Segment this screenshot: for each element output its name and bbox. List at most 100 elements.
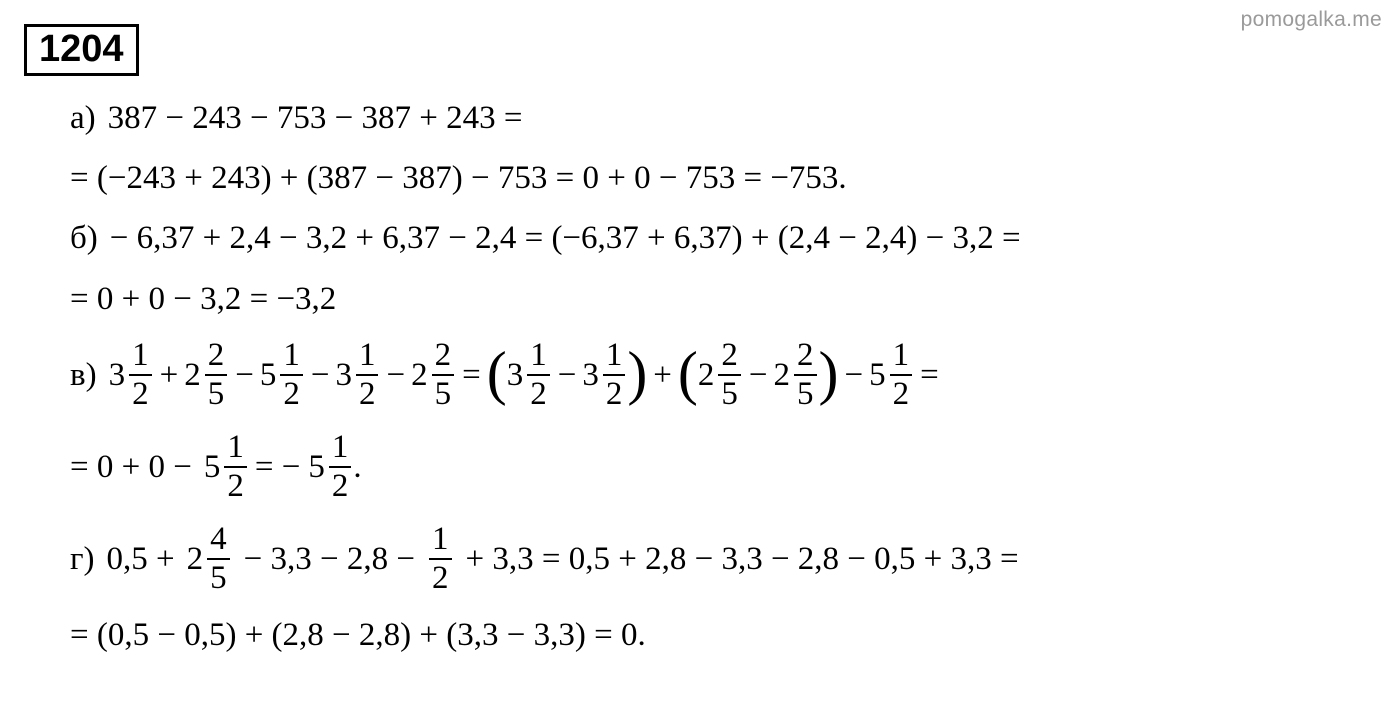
mixed-v1-t3: 5 1 2 bbox=[260, 339, 305, 411]
minus: − bbox=[558, 352, 577, 398]
fraction: 2 5 bbox=[432, 339, 455, 411]
numerator: 1 bbox=[356, 339, 379, 374]
mixed-v1-t4: 3 1 2 bbox=[335, 339, 380, 411]
mixed-v1-g1b: 3 1 2 bbox=[582, 339, 627, 411]
mixed-v1-g2a: 2 2 5 bbox=[698, 339, 743, 411]
line-g-2: = (0,5 − 0,5) + (2,8 − 2,8) + (3,3 − 3,3… bbox=[70, 612, 1380, 658]
fraction-g1-half: 1 2 bbox=[429, 523, 452, 595]
label-g: г) bbox=[70, 536, 95, 582]
numerator: 1 bbox=[280, 339, 303, 374]
mixed-v1-t5: 2 2 5 bbox=[411, 339, 456, 411]
mixed-g1-m1: 2 4 5 bbox=[187, 523, 232, 595]
big-rparen: ) bbox=[819, 349, 839, 397]
mixed-v1-g2b: 2 2 5 bbox=[774, 339, 819, 411]
expr-g1-mid2: + 3,3 = 0,5 + 2,8 − 3,3 − 2,8 − 0,5 + 3,… bbox=[466, 536, 1019, 582]
expr-v2-mid: = − bbox=[255, 444, 300, 490]
equals: = bbox=[462, 352, 481, 398]
fraction: 2 5 bbox=[205, 339, 228, 411]
line-b-1: б) − 6,37 + 2,4 − 3,2 + 6,37 − 2,4 = (−6… bbox=[70, 215, 1380, 261]
mixed-v2-t2: 5 1 2 bbox=[308, 431, 353, 503]
watermark: pomogalka.me bbox=[1241, 8, 1382, 32]
whole: 5 bbox=[308, 444, 325, 490]
denominator: 5 bbox=[432, 374, 455, 411]
denominator: 5 bbox=[794, 374, 817, 411]
expr-a-2: = (−243 + 243) + (387 − 387) − 753 = 0 +… bbox=[70, 155, 847, 201]
denominator: 5 bbox=[718, 374, 741, 411]
minus: − bbox=[749, 352, 768, 398]
label-b: б) bbox=[70, 215, 98, 261]
denominator: 2 bbox=[224, 466, 247, 503]
whole: 3 bbox=[582, 352, 599, 398]
expr-b-2: = 0 + 0 − 3,2 = −3,2 bbox=[70, 276, 336, 322]
big-lparen: ( bbox=[487, 349, 507, 397]
mixed-v1-t1: 3 1 2 bbox=[109, 339, 154, 411]
denominator: 2 bbox=[890, 374, 913, 411]
expr-v2-prefix: = 0 + 0 − bbox=[70, 444, 192, 490]
plus: + bbox=[160, 352, 179, 398]
whole: 2 bbox=[187, 536, 204, 582]
solution-body: а) 387 − 243 − 753 − 387 + 243 = = (−243… bbox=[70, 95, 1380, 672]
numerator: 1 bbox=[224, 431, 247, 466]
whole: 3 bbox=[109, 352, 126, 398]
numerator: 1 bbox=[890, 339, 913, 374]
numerator: 2 bbox=[718, 339, 741, 374]
whole: 5 bbox=[204, 444, 221, 490]
period: . bbox=[353, 444, 361, 490]
numerator: 4 bbox=[207, 523, 230, 558]
line-g-1: г) 0,5 + 2 4 5 − 3,3 − 2,8 − 1 2 + 3,3 =… bbox=[70, 520, 1380, 598]
expr-a-1: 387 − 243 − 753 − 387 + 243 = bbox=[108, 95, 523, 141]
expr-g-2: = (0,5 − 0,5) + (2,8 − 2,8) + (3,3 − 3,3… bbox=[70, 612, 646, 658]
big-lparen: ( bbox=[678, 349, 698, 397]
fraction: 1 2 bbox=[280, 339, 303, 411]
denominator: 2 bbox=[603, 374, 626, 411]
mixed-v1-tail: 5 1 2 bbox=[869, 339, 914, 411]
fraction: 4 5 bbox=[207, 523, 230, 595]
label-v: в) bbox=[70, 352, 97, 398]
problem-number-text: 1204 bbox=[39, 28, 124, 70]
line-a-1: а) 387 − 243 − 753 − 387 + 243 = bbox=[70, 95, 1380, 141]
fraction: 2 5 bbox=[718, 339, 741, 411]
whole: 2 bbox=[184, 352, 201, 398]
whole: 3 bbox=[507, 352, 524, 398]
whole: 5 bbox=[869, 352, 886, 398]
whole: 2 bbox=[698, 352, 715, 398]
numerator: 2 bbox=[794, 339, 817, 374]
numerator: 1 bbox=[603, 339, 626, 374]
expr-b-1: − 6,37 + 2,4 − 3,2 + 6,37 − 2,4 = (−6,37… bbox=[110, 215, 1021, 261]
label-a: а) bbox=[70, 95, 96, 141]
line-b-2: = 0 + 0 − 3,2 = −3,2 bbox=[70, 276, 1380, 322]
fraction: 1 2 bbox=[890, 339, 913, 411]
numerator: 1 bbox=[129, 339, 152, 374]
fraction: 1 2 bbox=[329, 431, 352, 503]
numerator: 1 bbox=[429, 523, 452, 558]
fraction: 1 2 bbox=[129, 339, 152, 411]
denominator: 2 bbox=[429, 558, 452, 595]
whole: 3 bbox=[335, 352, 352, 398]
minus: − bbox=[386, 352, 405, 398]
expr-g1-mid1: − 3,3 − 2,8 − bbox=[244, 536, 415, 582]
expr-g1-pre: 0,5 + bbox=[107, 536, 175, 582]
plus: + bbox=[653, 352, 672, 398]
fraction: 1 2 bbox=[356, 339, 379, 411]
mixed-v1-t2: 2 2 5 bbox=[184, 339, 229, 411]
fraction: 1 2 bbox=[603, 339, 626, 411]
line-v-2: = 0 + 0 − 5 1 2 = − 5 1 2 . bbox=[70, 428, 1380, 506]
mixed-v1-g1a: 3 1 2 bbox=[507, 339, 552, 411]
denominator: 2 bbox=[329, 466, 352, 503]
equals: = bbox=[920, 352, 939, 398]
big-rparen: ) bbox=[627, 349, 647, 397]
minus: − bbox=[235, 352, 254, 398]
denominator: 2 bbox=[527, 374, 550, 411]
mixed-v2-t1: 5 1 2 bbox=[204, 431, 249, 503]
denominator: 2 bbox=[129, 374, 152, 411]
numerator: 1 bbox=[329, 431, 352, 466]
denominator: 5 bbox=[205, 374, 228, 411]
numerator: 2 bbox=[432, 339, 455, 374]
line-a-2: = (−243 + 243) + (387 − 387) − 753 = 0 +… bbox=[70, 155, 1380, 201]
whole: 5 bbox=[260, 352, 277, 398]
numerator: 1 bbox=[527, 339, 550, 374]
fraction: 1 2 bbox=[527, 339, 550, 411]
fraction: 2 5 bbox=[794, 339, 817, 411]
problem-number-box: 1204 bbox=[24, 24, 139, 76]
whole: 2 bbox=[774, 352, 791, 398]
